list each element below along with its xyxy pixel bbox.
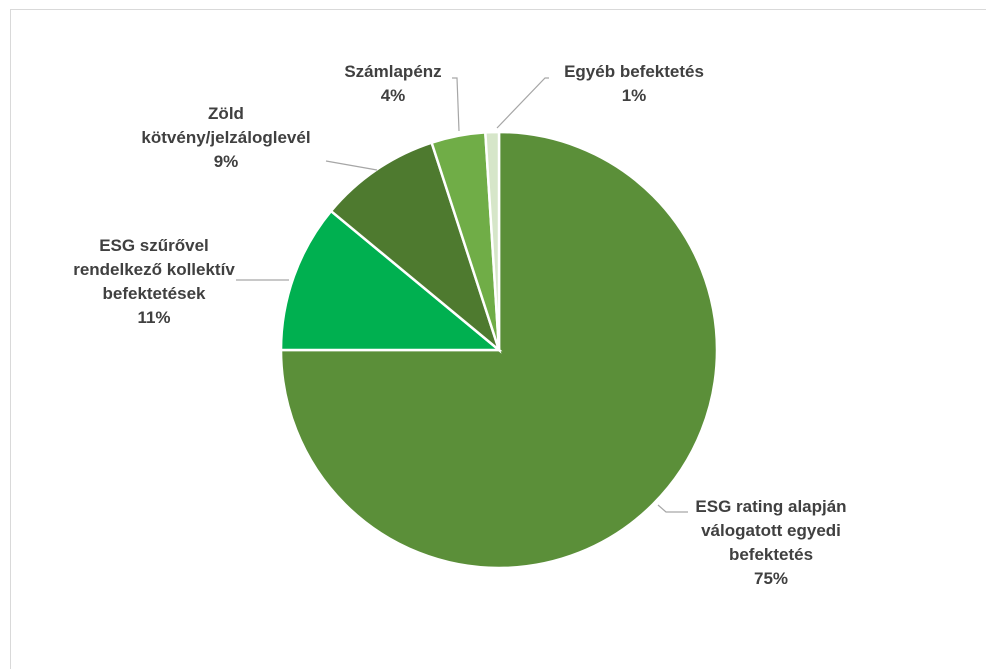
slice-label: Egyéb befektetés 1% bbox=[564, 62, 704, 105]
slice-value-label: 4% bbox=[381, 86, 406, 105]
slice-label: ESG rating alapján válogatott egyedi befek… bbox=[695, 497, 846, 588]
slice-name-label: kötvény/jelzáloglevél bbox=[141, 128, 310, 147]
slice-value-label: 9% bbox=[214, 152, 239, 171]
slice-name-label: Számlapénz bbox=[344, 62, 441, 81]
slice-name-label: rendelkező kollektív bbox=[73, 260, 235, 279]
slice-name-label: ESG rating alapján bbox=[695, 497, 846, 516]
slice-name-label: Zöld bbox=[208, 104, 244, 123]
slice-name-label: Egyéb befektetés bbox=[564, 62, 704, 81]
leader-line bbox=[657, 504, 688, 513]
leader-line bbox=[496, 77, 549, 129]
slice-name-label: válogatott egyedi bbox=[701, 521, 841, 540]
slice-name-label: ESG szűrővel bbox=[99, 236, 209, 255]
slice-name-label: befektetés bbox=[729, 545, 813, 564]
slice-label: Számlapénz 4% bbox=[344, 62, 441, 105]
slice-label: ESG szűrővel rendelkező kollektív befektet… bbox=[73, 236, 235, 327]
slice-name-label: befektetések bbox=[102, 284, 206, 303]
leader-line bbox=[452, 77, 460, 132]
slice-value-label: 75% bbox=[754, 569, 788, 588]
pie-slice bbox=[483, 130, 501, 351]
slice-value-label: 11% bbox=[137, 308, 170, 327]
slice-label: Zöld kötvény/jelzáloglevél 9% bbox=[141, 104, 310, 171]
pie-slice bbox=[279, 209, 503, 352]
slice-value-label: 1% bbox=[622, 86, 647, 105]
leader-line bbox=[325, 160, 378, 171]
